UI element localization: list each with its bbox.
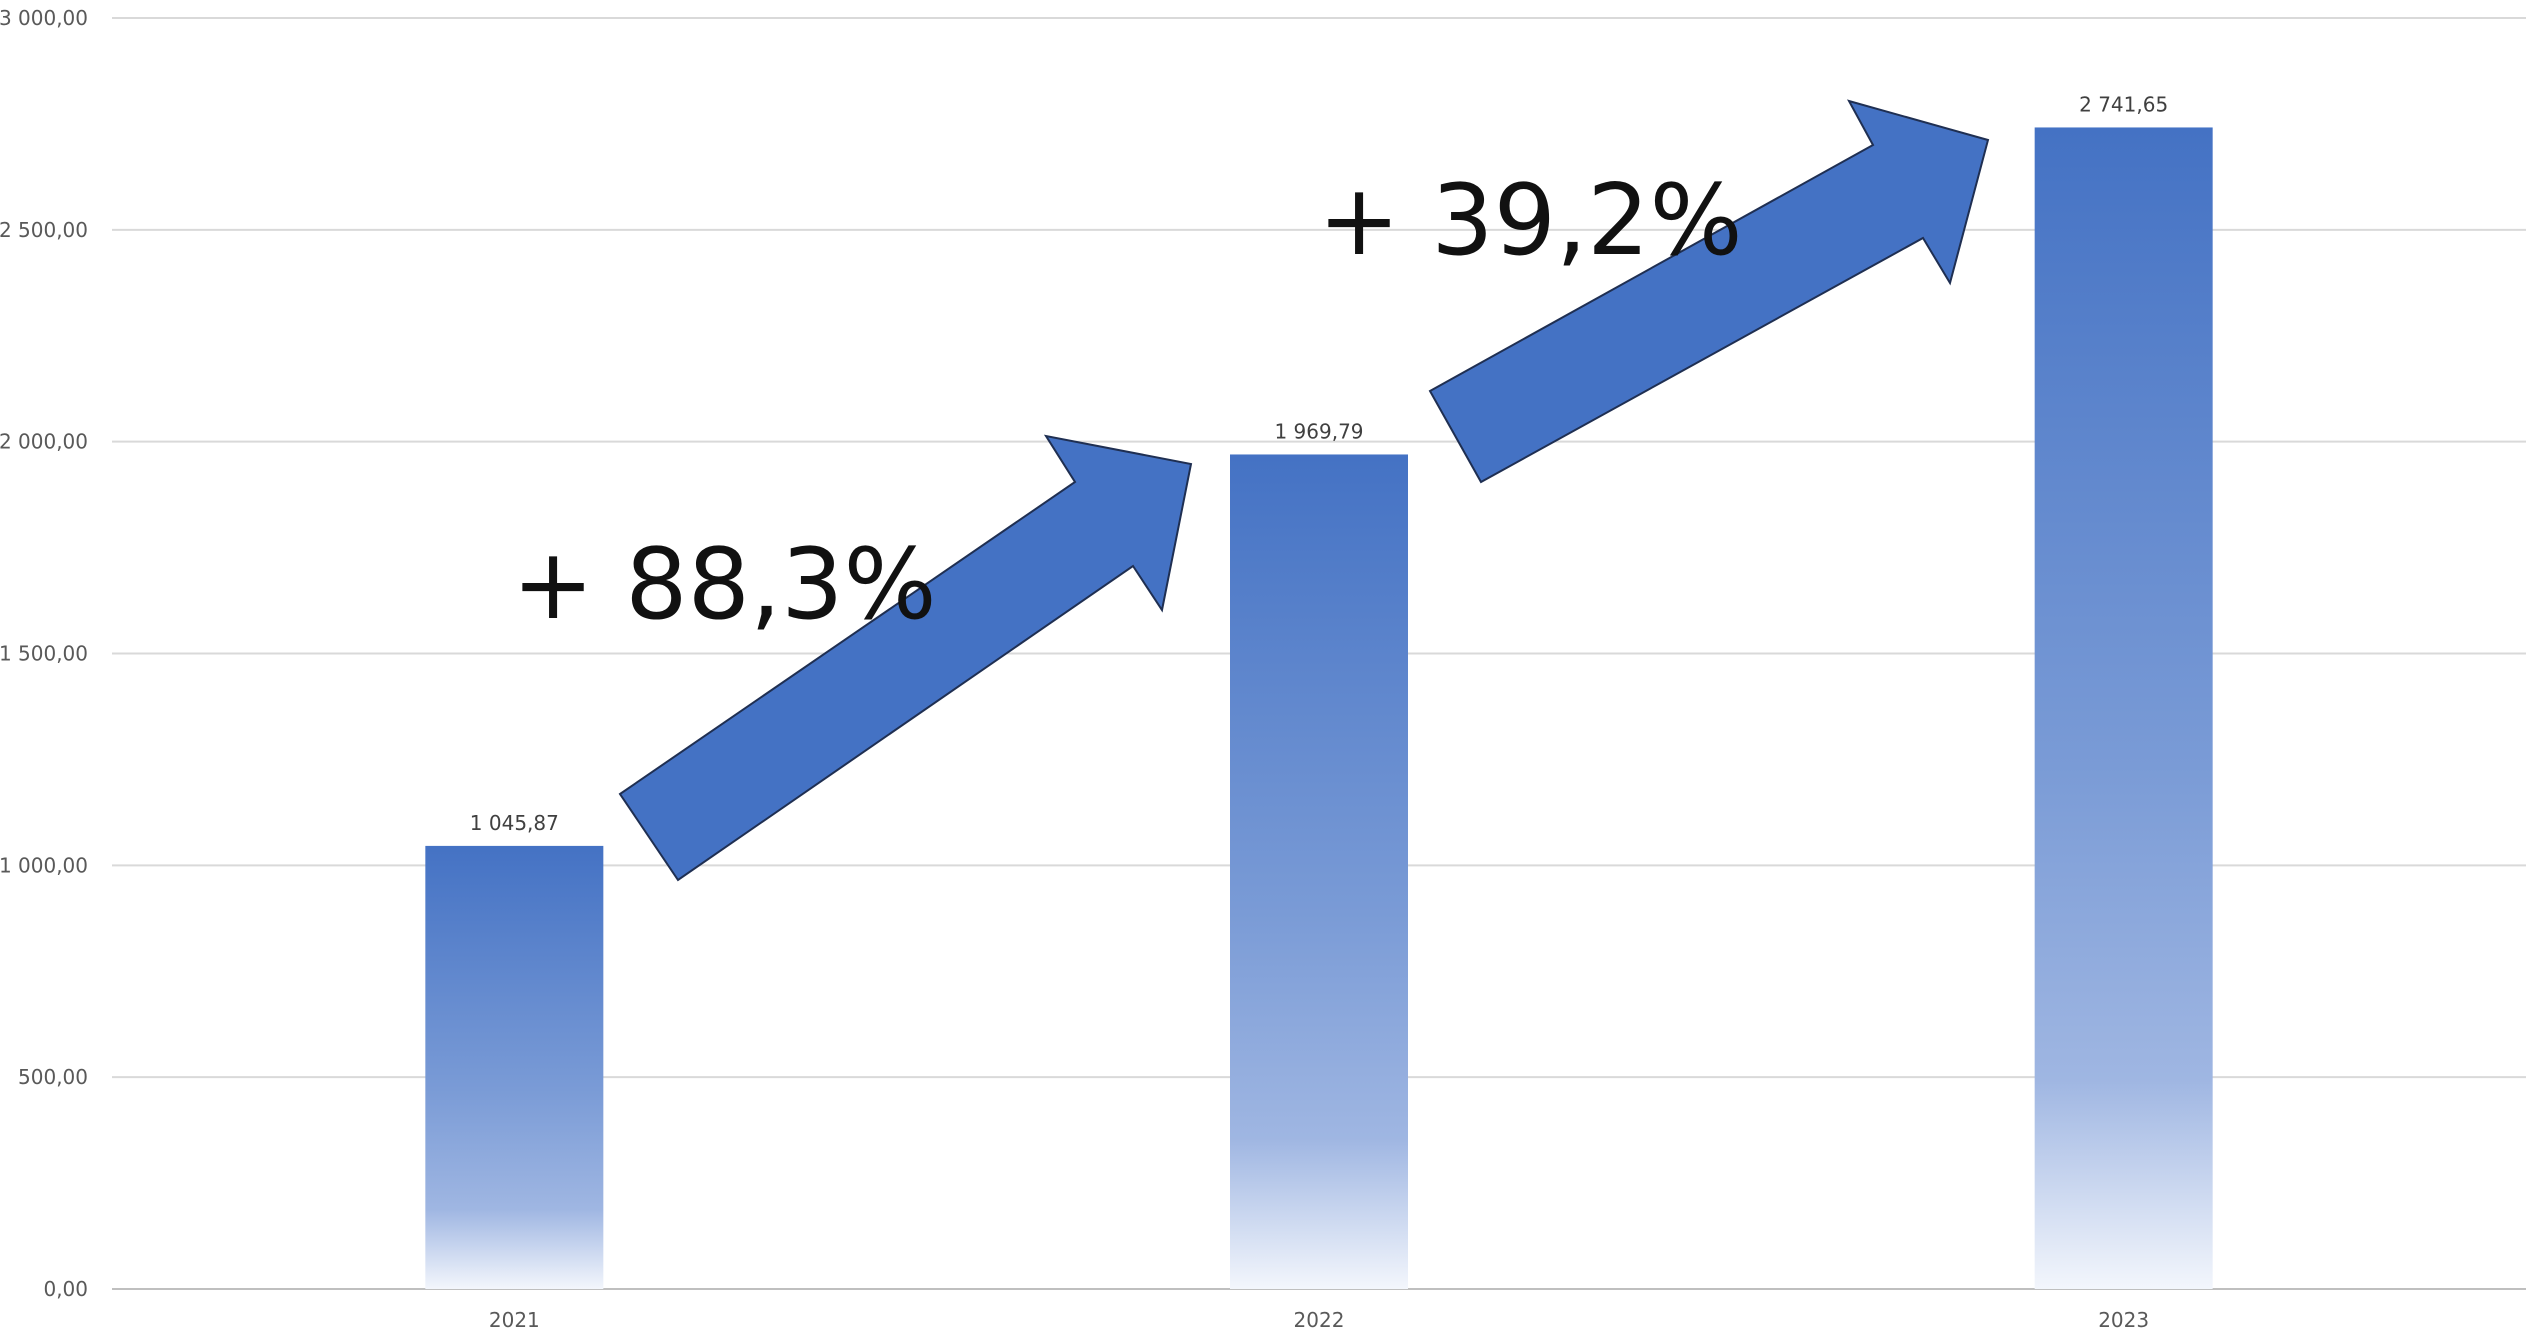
y-tick-label: 2 500,00	[0, 218, 88, 242]
growth-label-2022-2023: + 39,2%	[1318, 164, 1743, 278]
growth-arrow-icon	[618, 434, 1193, 882]
growth-arrow-icon	[1428, 99, 1990, 484]
x-axis: 2021 2022 2023	[489, 1308, 2149, 1330]
y-tick-label: 0,00	[43, 1277, 88, 1301]
bars	[425, 127, 2213, 1289]
data-label-2023: 2 741,65	[2079, 92, 2168, 116]
y-tick-label: 1 500,00	[0, 642, 88, 666]
bar-2021	[425, 845, 604, 1289]
y-tick-label: 500,00	[18, 1065, 88, 1089]
x-tick-label: 2023	[2098, 1308, 2149, 1330]
y-tick-label: 3 000,00	[0, 6, 88, 30]
bar-2023	[2034, 127, 2213, 1289]
y-tick-label: 2 000,00	[0, 430, 88, 454]
y-axis: 0,00 500,00 1 000,00 1 500,00 2 000,00 2 500,…	[0, 6, 88, 1301]
data-labels: 1 045,87 1 969,79 2 741,65	[470, 92, 2168, 834]
bar-2022	[1230, 454, 1408, 1289]
x-tick-label: 2022	[1294, 1308, 1345, 1330]
data-label-2022: 1 969,79	[1274, 419, 1363, 443]
y-tick-label: 1 000,00	[0, 853, 88, 877]
x-tick-label: 2021	[489, 1308, 540, 1330]
growth-label-2021-2022: + 88,3%	[512, 528, 937, 642]
chart-title: (…)	[1223, 0, 1301, 3]
data-label-2021: 1 045,87	[470, 811, 559, 835]
